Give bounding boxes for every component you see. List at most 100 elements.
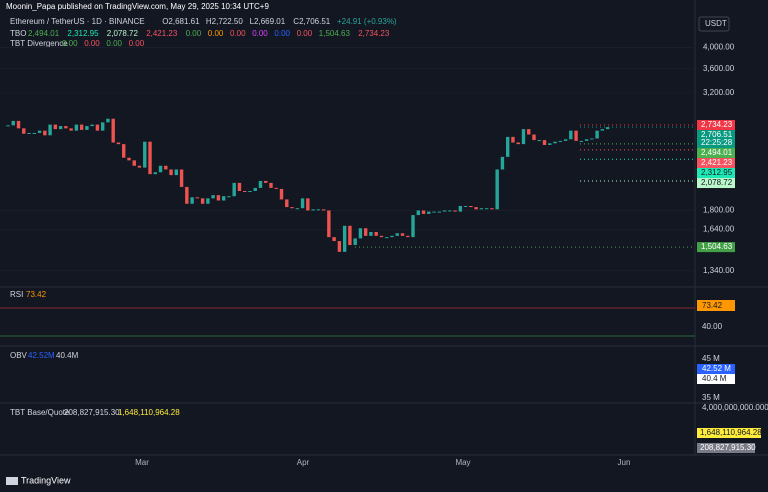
candle (500, 156, 505, 170)
rsi-name: RSI (10, 290, 23, 299)
candle (437, 211, 442, 213)
bq-value: 208,827,915.30 (64, 408, 120, 417)
candle (579, 140, 584, 142)
candle (64, 126, 68, 129)
candle (116, 142, 121, 145)
candle (58, 126, 63, 130)
candle (211, 195, 215, 199)
indicator-value: 0.00 (274, 29, 290, 38)
indicator-value: 0.00 (230, 29, 246, 38)
price-label-box (697, 158, 735, 169)
currency-box (698, 16, 730, 32)
candle (569, 130, 573, 140)
indicator-value: 0.00 (106, 39, 122, 48)
candle (453, 210, 457, 212)
obv-value: 40.4M (56, 351, 79, 360)
candle (369, 232, 373, 236)
rsi-axis-label: 40.00 (702, 322, 723, 331)
indicator-value: 2,078.72 (107, 29, 139, 38)
candle (200, 198, 205, 204)
price-label-box (697, 120, 735, 131)
candle (53, 124, 58, 130)
bq-axis-label: 4,000,000,000.000 (702, 403, 768, 412)
candle (458, 205, 463, 212)
candle (332, 237, 336, 242)
candle (285, 199, 289, 208)
y-tick-label: 4,000.00 (703, 42, 735, 51)
price-label: 2,494.01 (701, 148, 733, 157)
obv-axis-box (697, 374, 735, 384)
candle (179, 169, 184, 187)
price-label: 2,421.23 (701, 158, 733, 167)
candle (11, 120, 15, 126)
candle (353, 238, 357, 246)
candle (95, 124, 100, 131)
candle (195, 197, 200, 199)
candle (216, 195, 221, 201)
candle (484, 208, 489, 210)
candle (511, 136, 515, 143)
candle (37, 130, 42, 133)
candle (321, 209, 326, 211)
candle (300, 198, 305, 209)
candle (221, 196, 226, 201)
indicator-value: 0.00 (62, 39, 78, 48)
bq-value: 1,648,110,964.28 (118, 408, 180, 417)
indicator-value: 0.00 (84, 39, 100, 48)
candle (558, 140, 562, 142)
price-label-box (697, 178, 735, 189)
bq-axis-label: 208,827,915.30 (700, 443, 756, 452)
bq-axis-box (697, 428, 761, 438)
candle (290, 207, 294, 209)
candle (537, 140, 541, 142)
candle (22, 128, 26, 134)
rsi-axis-label: 73.42 (702, 301, 723, 310)
candle (337, 241, 342, 252)
price-label: 1,504.63 (701, 242, 733, 251)
obv-value: 42.52M (28, 351, 55, 360)
candle (400, 233, 405, 236)
ohlc-value: C2,706.51 (293, 17, 330, 26)
ohlc-value: H2,722.50 (206, 17, 243, 26)
candle (516, 142, 520, 145)
candle (463, 205, 468, 207)
symbol: Ethereum / TetherUS · 1D · BINANCE (10, 17, 145, 26)
candle (111, 118, 115, 143)
indicator-value: 2,734.23 (358, 29, 390, 38)
candle (132, 160, 136, 166)
candle (127, 157, 131, 161)
published-line: Moonin_Papa published on TradingView.com… (6, 2, 269, 11)
candle (427, 211, 431, 214)
candle (306, 198, 310, 211)
x-tick-label: Apr (297, 458, 310, 467)
candle (243, 190, 247, 193)
obv-name: OBV (10, 351, 28, 360)
candle (527, 129, 531, 135)
candle (316, 209, 321, 211)
candle (327, 210, 331, 238)
candle (358, 228, 363, 239)
candle (563, 139, 568, 141)
y-tick-label: 1,800.00 (703, 206, 735, 215)
candle (506, 136, 510, 157)
candle (79, 124, 84, 130)
candle (264, 180, 268, 183)
candle (474, 207, 478, 210)
candle (48, 124, 52, 136)
ohlc-value: +24.91 (+0.93%) (337, 17, 397, 26)
candle (542, 140, 547, 145)
price-label-box (697, 130, 735, 149)
countdown: 22:25:28 (701, 138, 733, 147)
candle (406, 235, 410, 238)
candle (374, 232, 378, 236)
obv-axis-label: 35 M (702, 393, 720, 402)
y-tick-label: 1,340.00 (703, 266, 735, 275)
candle (469, 205, 473, 208)
candle (227, 196, 231, 198)
ohlc-value: O2,681.61 (162, 17, 200, 26)
candle (600, 129, 605, 131)
candle (342, 225, 347, 252)
y-tick-label: 1,640.00 (703, 225, 735, 234)
